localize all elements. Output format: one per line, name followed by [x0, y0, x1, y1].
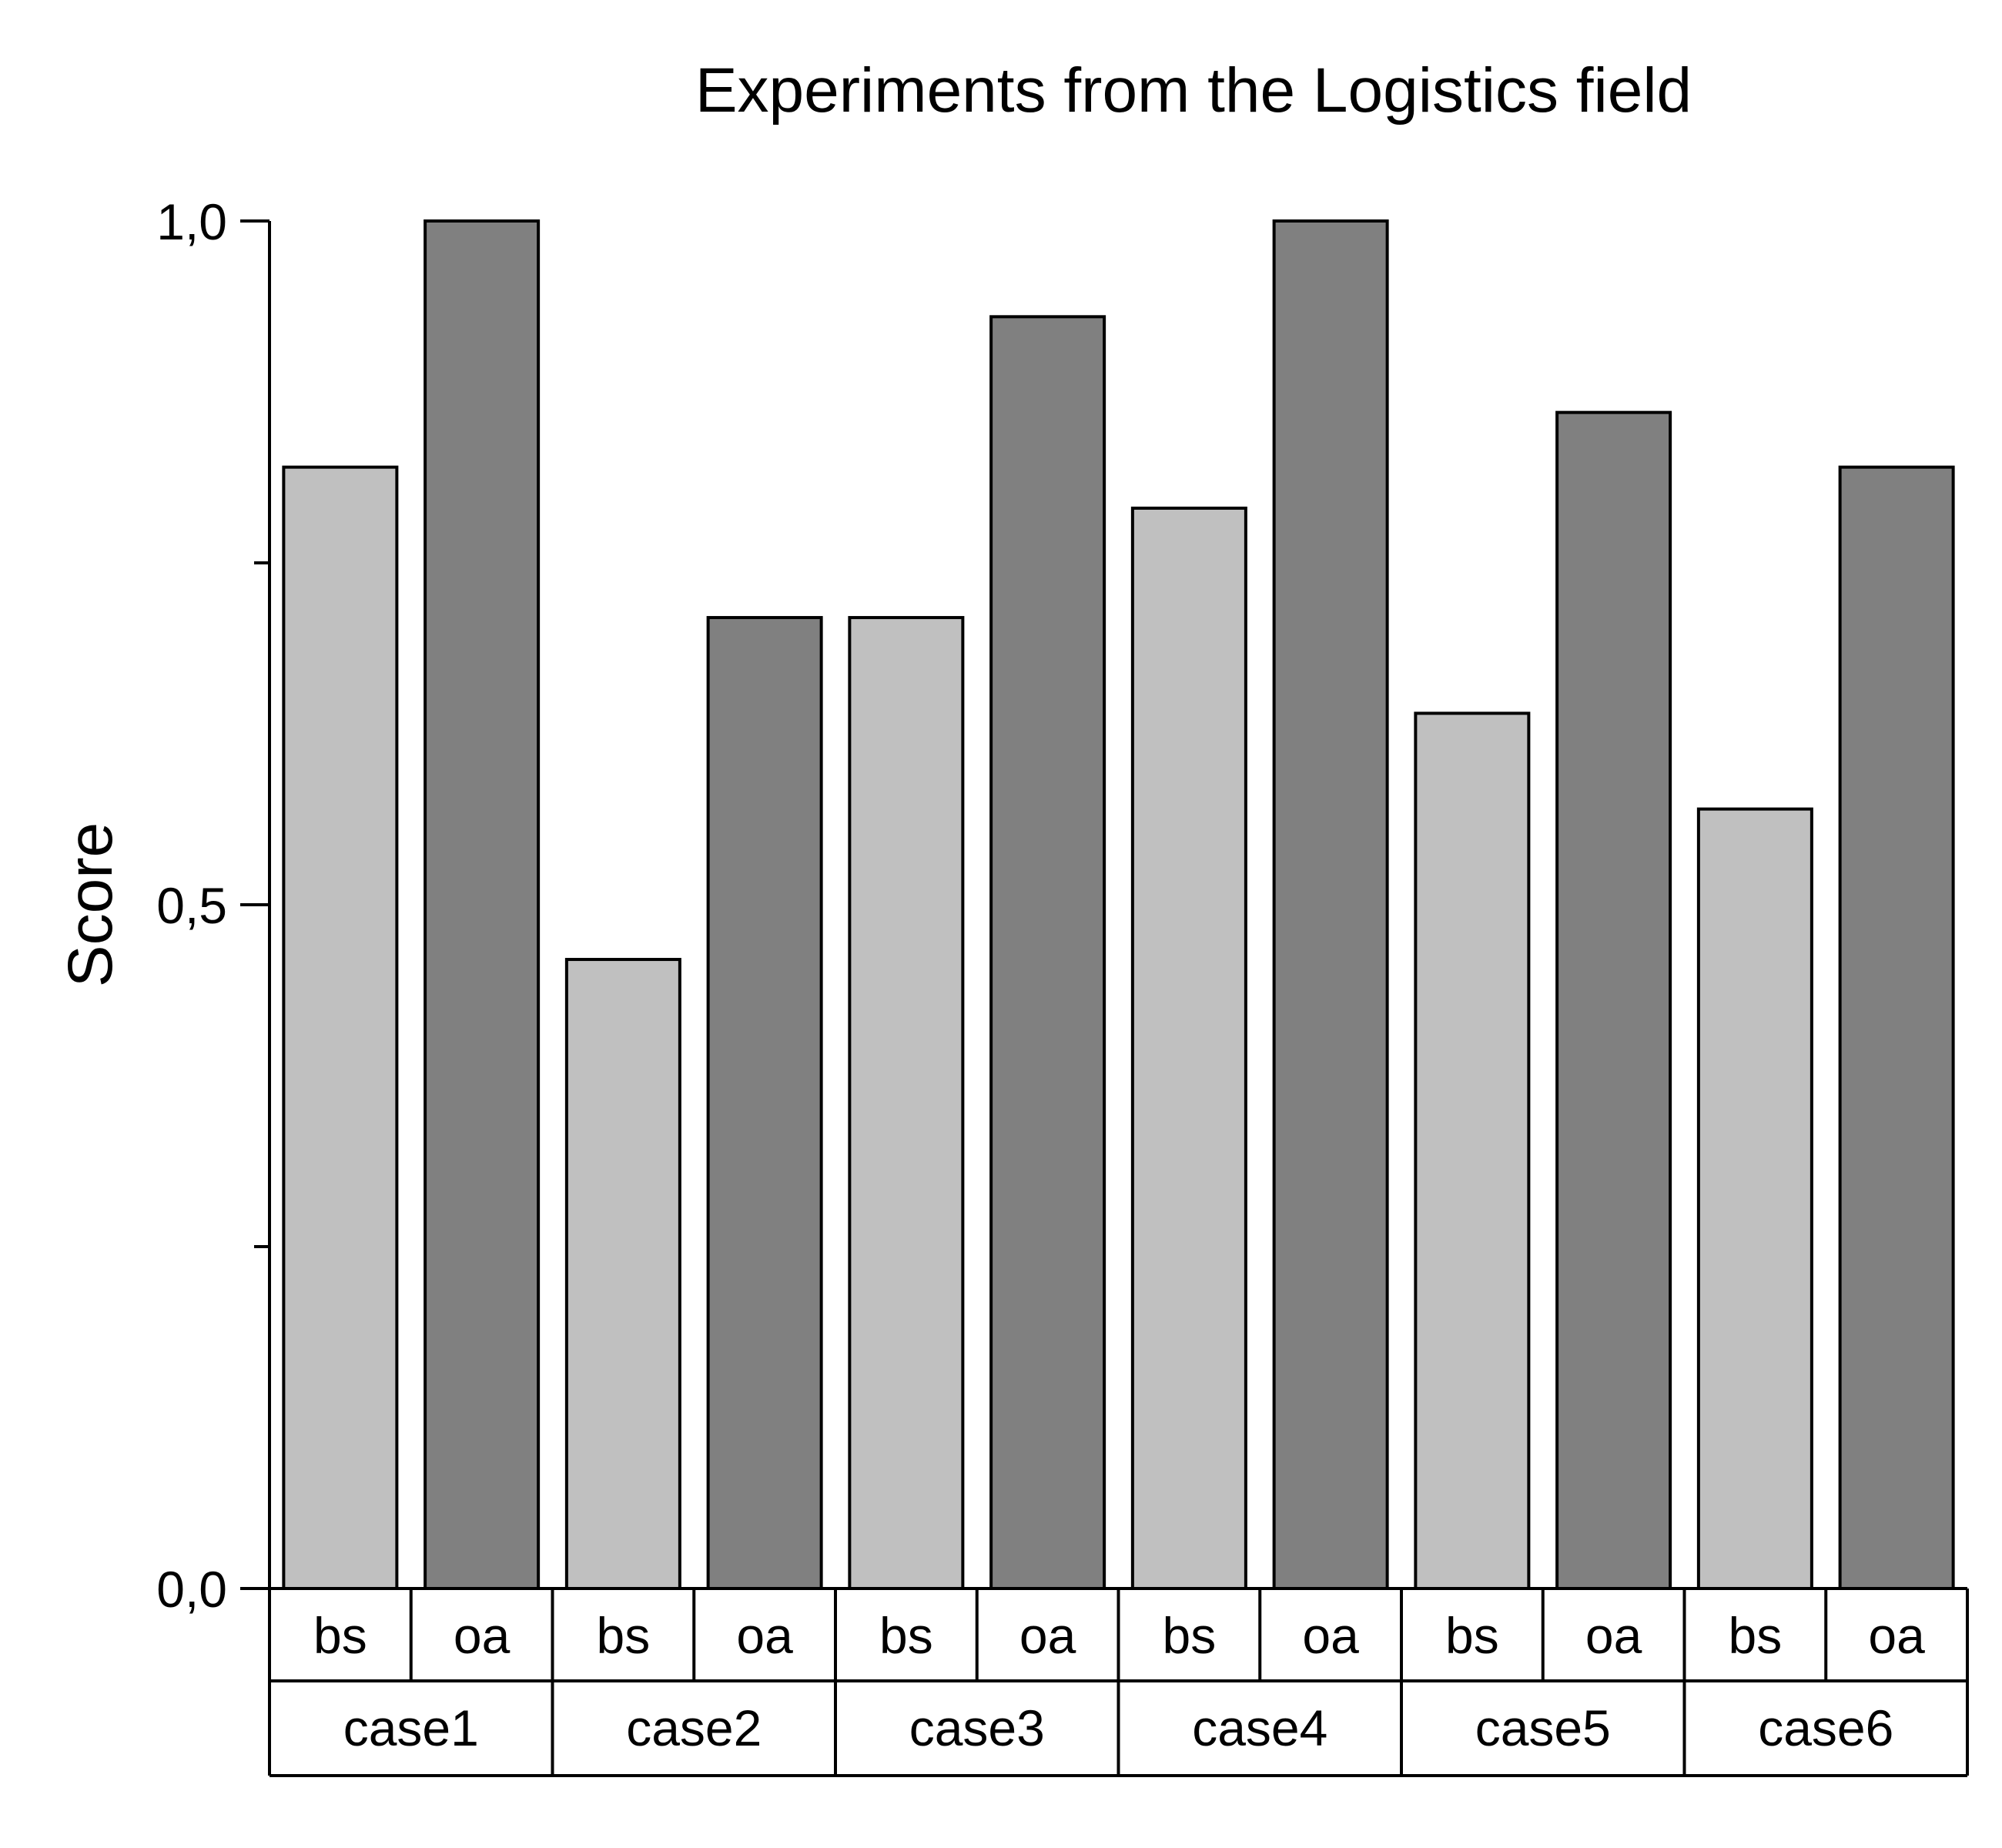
- sub-category-label: bs: [597, 1607, 651, 1664]
- group-label-case6: case6: [1758, 1699, 1893, 1756]
- y-tick-label: 1,0: [156, 193, 227, 250]
- bar-case5-oa: [1557, 413, 1670, 1589]
- category-table: bs oa case1 bs oa case2 bs oa case3 bs oa case4 bs oa…: [270, 1589, 1967, 1776]
- y-axis-label: Score: [55, 822, 126, 987]
- sub-category-label: oa: [1019, 1607, 1076, 1664]
- bar-case1-bs: [283, 467, 397, 1589]
- sub-category-label: oa: [1585, 1607, 1642, 1664]
- bar-case2-oa: [708, 618, 822, 1589]
- bar-case2-bs: [567, 959, 680, 1589]
- sub-category-label: bs: [313, 1607, 367, 1664]
- sub-category-label: oa: [454, 1607, 511, 1664]
- bar-case4-bs: [1133, 508, 1246, 1589]
- group-label-case5: case5: [1475, 1699, 1611, 1756]
- bar-case4-oa: [1274, 221, 1388, 1589]
- sub-category-label: oa: [1302, 1607, 1359, 1664]
- bar-case6-bs: [1699, 809, 1812, 1589]
- group-label-case4: case4: [1192, 1699, 1327, 1756]
- bar-case3-bs: [849, 618, 962, 1589]
- group-label-case2: case2: [626, 1699, 762, 1756]
- sub-category-label: oa: [1868, 1607, 1925, 1664]
- bar-chart: Experiments from the Logistics field Sco…: [0, 0, 2002, 1848]
- sub-category-label: bs: [879, 1607, 933, 1664]
- bar-case5-bs: [1415, 713, 1528, 1589]
- bars-layer: [283, 221, 1953, 1589]
- y-tick-label: 0,0: [156, 1561, 227, 1618]
- sub-category-label: bs: [1729, 1607, 1783, 1664]
- group-label-case3: case3: [909, 1699, 1045, 1756]
- group-label-case1: case1: [343, 1699, 479, 1756]
- bar-case3-oa: [991, 316, 1104, 1589]
- y-tick-label: 0,5: [156, 877, 227, 934]
- sub-category-label: bs: [1163, 1607, 1217, 1664]
- bar-case6-oa: [1840, 467, 1953, 1589]
- sub-category-label: bs: [1445, 1607, 1499, 1664]
- chart-title: Experiments from the Logistics field: [695, 55, 1692, 126]
- sub-category-label: oa: [736, 1607, 793, 1664]
- bar-case1-oa: [425, 221, 538, 1589]
